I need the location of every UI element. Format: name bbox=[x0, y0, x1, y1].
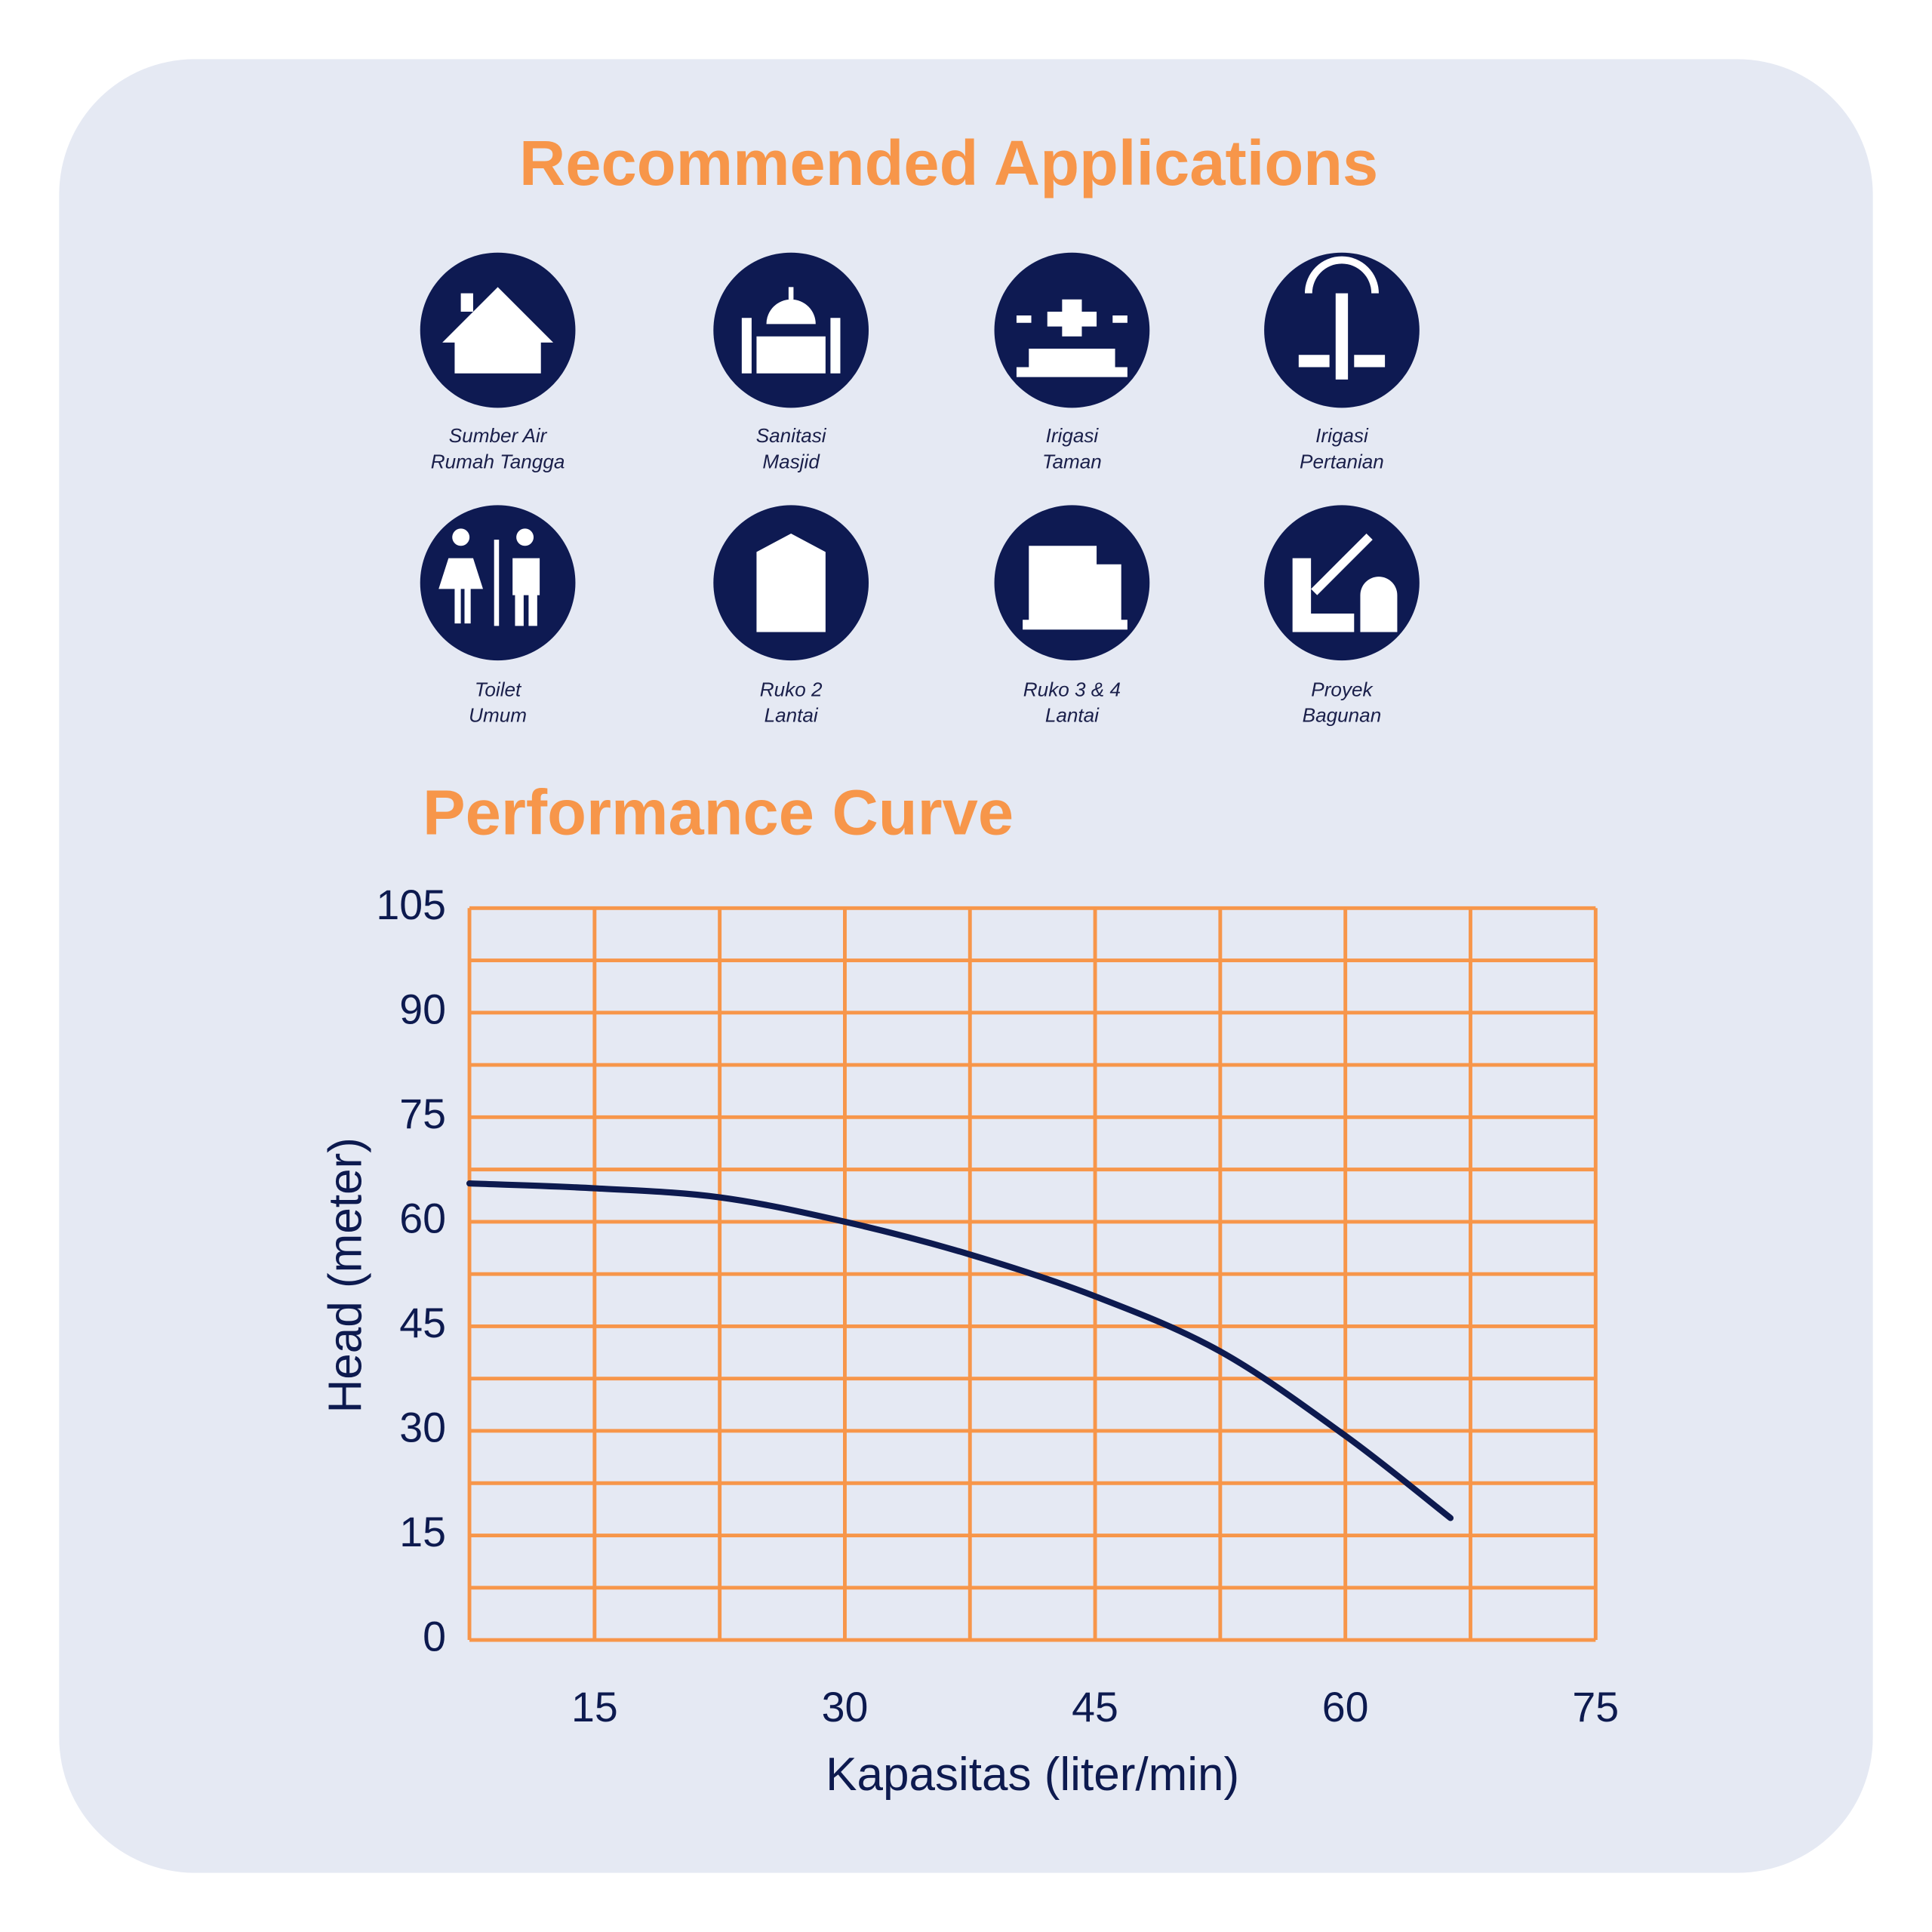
y-tick-label: 60 bbox=[399, 1195, 446, 1242]
app-label: Lantai bbox=[1045, 704, 1100, 727]
x-tick-label: 60 bbox=[1322, 1684, 1369, 1730]
app-icon-bg bbox=[713, 252, 869, 408]
app-icon bbox=[442, 287, 554, 374]
app-label: Ruko 3 & 4 bbox=[1023, 678, 1121, 700]
x-tick-label: 45 bbox=[1072, 1684, 1118, 1730]
app-icon bbox=[1292, 533, 1398, 632]
app-icon bbox=[1023, 546, 1128, 630]
app-label: Masjid bbox=[762, 450, 820, 472]
x-tick-label: 30 bbox=[822, 1684, 869, 1730]
app-label: Rumah Tangga bbox=[431, 450, 565, 472]
app-label: Sumber Air bbox=[449, 424, 548, 447]
y-tick-label: 75 bbox=[399, 1091, 446, 1137]
app-icon bbox=[756, 533, 826, 632]
y-tick-label: 90 bbox=[399, 986, 446, 1032]
app-label: Lantai bbox=[764, 704, 819, 727]
app-label: Sanitasi bbox=[756, 424, 827, 447]
app-label: Proyek bbox=[1311, 678, 1374, 700]
app-label: Irigasi bbox=[1315, 424, 1369, 447]
y-tick-label: 105 bbox=[376, 881, 446, 928]
title: Recommended Applications bbox=[519, 127, 1378, 198]
curve bbox=[466, 1180, 1454, 1521]
y-tick-label: 0 bbox=[423, 1614, 446, 1660]
x-tick-label: 15 bbox=[571, 1684, 618, 1730]
card bbox=[59, 59, 1873, 1873]
app-label: Pertanian bbox=[1300, 450, 1384, 472]
app-label: Umum bbox=[469, 704, 527, 727]
app-icon bbox=[438, 528, 540, 626]
app-icon-bg bbox=[1264, 505, 1420, 661]
app-icon bbox=[1016, 299, 1128, 377]
y-tick-label: 45 bbox=[399, 1300, 446, 1346]
app-label: Taman bbox=[1042, 450, 1102, 472]
app-icon bbox=[741, 287, 841, 374]
y-axis-label: Head (meter) bbox=[319, 1137, 371, 1413]
app-label: Irigasi bbox=[1046, 424, 1100, 447]
app-icon bbox=[1298, 256, 1386, 380]
app-label: Ruko 2 bbox=[760, 678, 823, 700]
app-label: Bagunan bbox=[1303, 704, 1382, 727]
section-title: Performance Curve bbox=[423, 776, 1014, 848]
x-tick-label: 75 bbox=[1572, 1684, 1619, 1730]
y-tick-label: 30 bbox=[399, 1404, 446, 1451]
y-tick-label: 15 bbox=[399, 1509, 446, 1555]
x-axis-label: Kapasitas (liter/min) bbox=[826, 1749, 1239, 1801]
app-label: Toilet bbox=[475, 678, 522, 700]
